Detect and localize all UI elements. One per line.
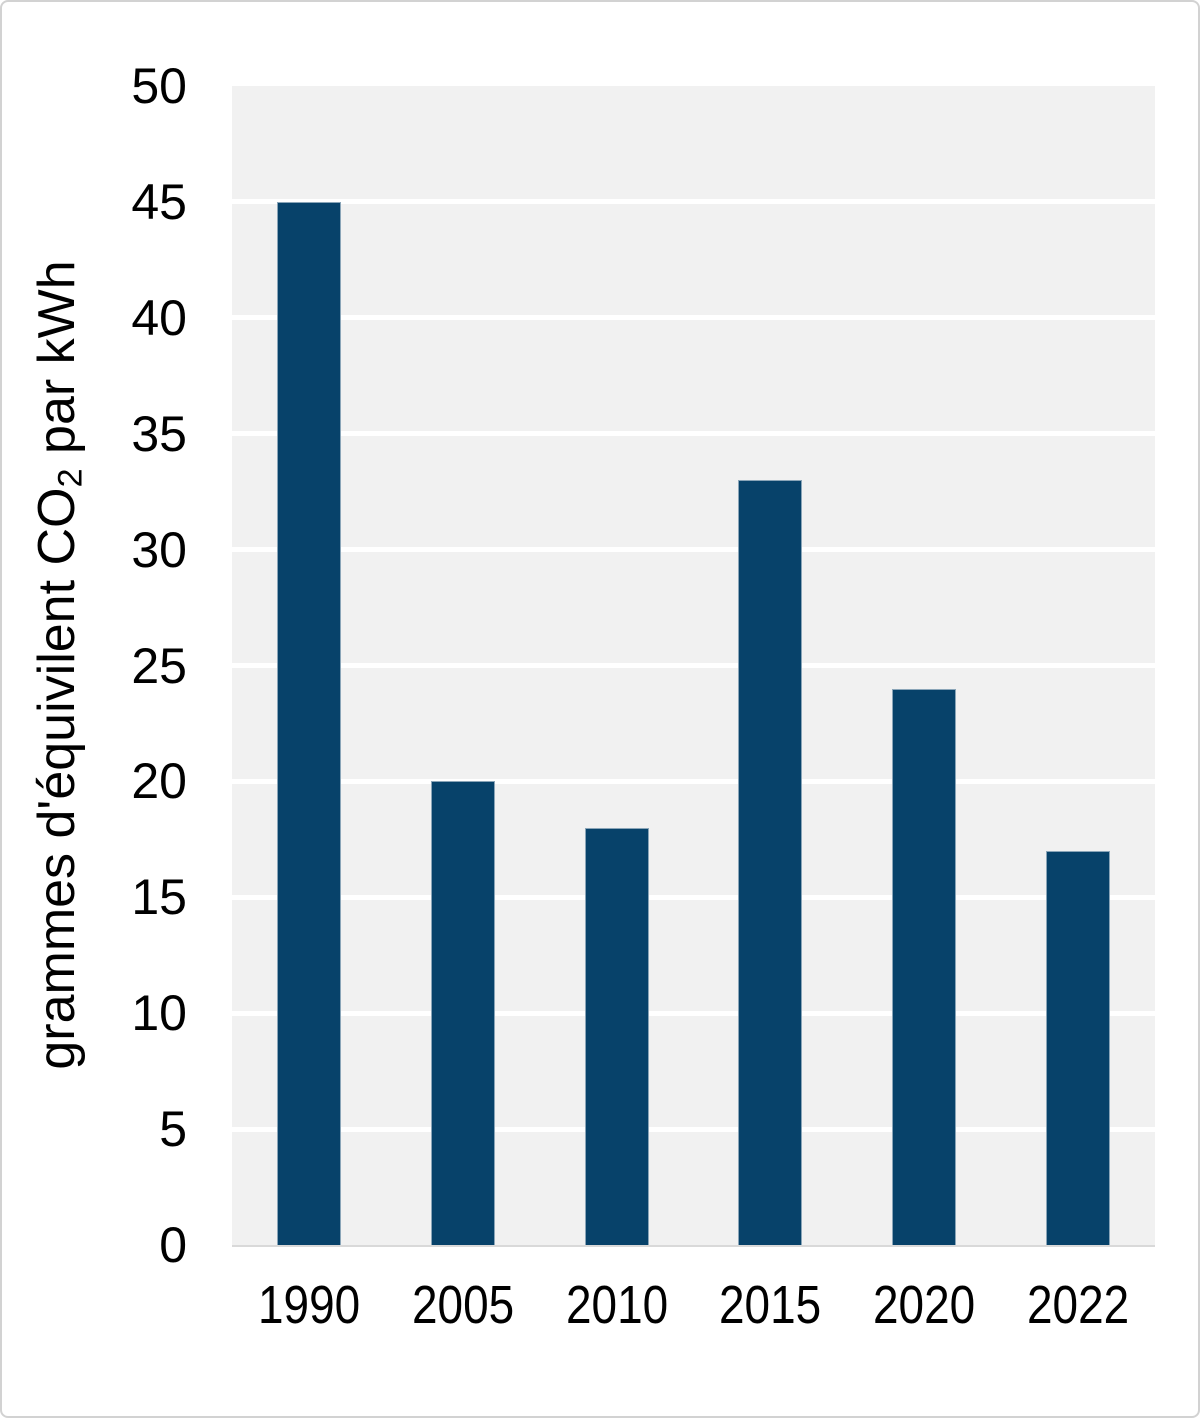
- bar-1990: [276, 201, 341, 1245]
- gridline-5: [232, 1126, 1155, 1132]
- x-tick-label-2022: 2022: [1027, 1275, 1130, 1335]
- y-tick-label-20: 20: [131, 753, 187, 810]
- bar-2010: [584, 827, 649, 1245]
- gridline-30: [232, 547, 1155, 553]
- gridline-40: [232, 315, 1155, 321]
- bar-2022: [1046, 850, 1111, 1245]
- gridline-25: [232, 663, 1155, 668]
- y-tick-label-25: 25: [131, 637, 187, 694]
- y-tick-label-30: 30: [131, 521, 187, 578]
- y-tick-label-15: 15: [131, 869, 187, 926]
- x-tick-label-2010: 2010: [565, 1275, 668, 1335]
- y-tick-label-5: 5: [159, 1101, 187, 1158]
- gridline-15: [232, 894, 1155, 900]
- y-tick-label-45: 45: [131, 173, 187, 230]
- y-tick-label-10: 10: [131, 985, 187, 1042]
- bar-2005: [430, 781, 495, 1245]
- x-tick-label-2015: 2015: [719, 1275, 822, 1335]
- y-tick-label-50: 50: [131, 58, 187, 114]
- y-tick-label-35: 35: [131, 405, 187, 462]
- y-tick-label-0: 0: [159, 1217, 187, 1273]
- bar-2015: [738, 480, 803, 1245]
- y-tick-label-40: 40: [131, 289, 187, 346]
- gridline-20: [232, 778, 1155, 784]
- y-axis-tick-labels: 0 5 10 15 20 25 30 35 40 45 50: [2, 61, 187, 1270]
- x-axis-tick-labels: 1990 2005 2010 2015 2020 2022: [232, 1274, 1155, 1344]
- gridline-45: [232, 199, 1155, 205]
- gridline-10: [232, 1010, 1155, 1016]
- gridline-35: [232, 431, 1155, 437]
- plot-area: [232, 86, 1155, 1247]
- x-tick-label-2020: 2020: [873, 1275, 976, 1335]
- x-axis-line: [232, 1245, 1155, 1247]
- x-tick-label-1990: 1990: [257, 1275, 360, 1335]
- bar-2020: [892, 688, 957, 1245]
- x-tick-label-2005: 2005: [411, 1275, 514, 1335]
